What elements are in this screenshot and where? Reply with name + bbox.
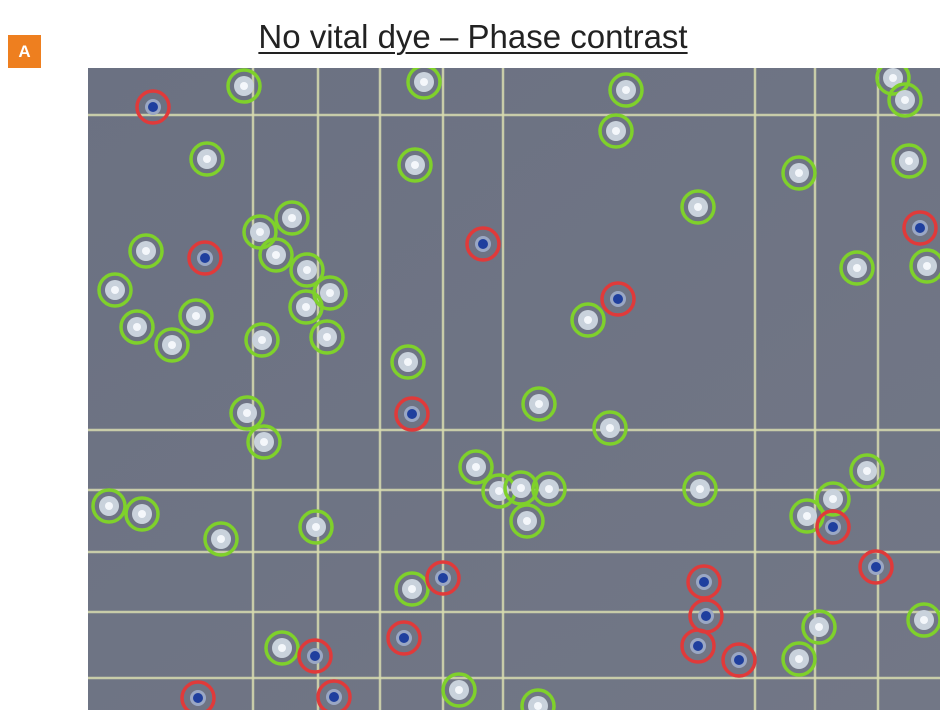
cell-core [105, 502, 113, 510]
cell-core [696, 485, 704, 493]
cell-core [312, 523, 320, 531]
cell-core [420, 78, 428, 86]
cell-core [828, 522, 838, 532]
cell-core [535, 400, 543, 408]
cell-core [278, 644, 286, 652]
cell-core [871, 562, 881, 572]
cell-core [455, 686, 463, 694]
cell-core [260, 438, 268, 446]
cell-core [613, 294, 623, 304]
cell-core [258, 336, 266, 344]
cell-core [534, 702, 542, 710]
page: A No vital dye – Phase contrast (() => {… [0, 0, 940, 728]
cell-core [303, 266, 311, 274]
cell-core [142, 247, 150, 255]
cell-core [734, 655, 744, 665]
cell-core [795, 169, 803, 177]
cell-core [243, 409, 251, 417]
cell-core [701, 611, 711, 621]
cell-core [920, 616, 928, 624]
cell-core [495, 487, 503, 495]
cell-core [310, 651, 320, 661]
cell-core [399, 633, 409, 643]
cell-core [288, 214, 296, 222]
cell-core [302, 303, 310, 311]
cell-core [193, 693, 203, 703]
cell-core [915, 223, 925, 233]
cell-core [901, 96, 909, 104]
cell-core [694, 203, 702, 211]
cell-core [203, 155, 211, 163]
cell-core [111, 286, 119, 294]
cell-core [622, 86, 630, 94]
micrograph [0, 0, 940, 728]
cell-core [693, 641, 703, 651]
cell-core [138, 510, 146, 518]
cell-core [408, 585, 416, 593]
cell-core [323, 333, 331, 341]
cell-core [148, 102, 158, 112]
cell-core [168, 341, 176, 349]
cell-core [815, 623, 823, 631]
cell-core [795, 655, 803, 663]
cell-core [200, 253, 210, 263]
cell-core [217, 535, 225, 543]
cell-core [407, 409, 417, 419]
cell-core [545, 485, 553, 493]
cell-core [272, 251, 280, 259]
cell-core [863, 467, 871, 475]
cell-core [133, 323, 141, 331]
cell-core [612, 127, 620, 135]
cell-core [905, 157, 913, 165]
cell-core [240, 82, 248, 90]
cell-core [853, 264, 861, 272]
cell-core [478, 239, 488, 249]
cell-core [326, 289, 334, 297]
cell-core [411, 161, 419, 169]
cell-core [256, 228, 264, 236]
cell-core [517, 484, 525, 492]
cell-core [889, 74, 897, 82]
cell-core [523, 517, 531, 525]
cell-core [438, 573, 448, 583]
cell-core [829, 495, 837, 503]
cell-core [923, 262, 931, 270]
cell-core [584, 316, 592, 324]
cell-core [329, 692, 339, 702]
cell-core [803, 512, 811, 520]
cell-core [192, 312, 200, 320]
cell-core [404, 358, 412, 366]
cell-core [699, 577, 709, 587]
cell-core [472, 463, 480, 471]
cell-core [606, 424, 614, 432]
